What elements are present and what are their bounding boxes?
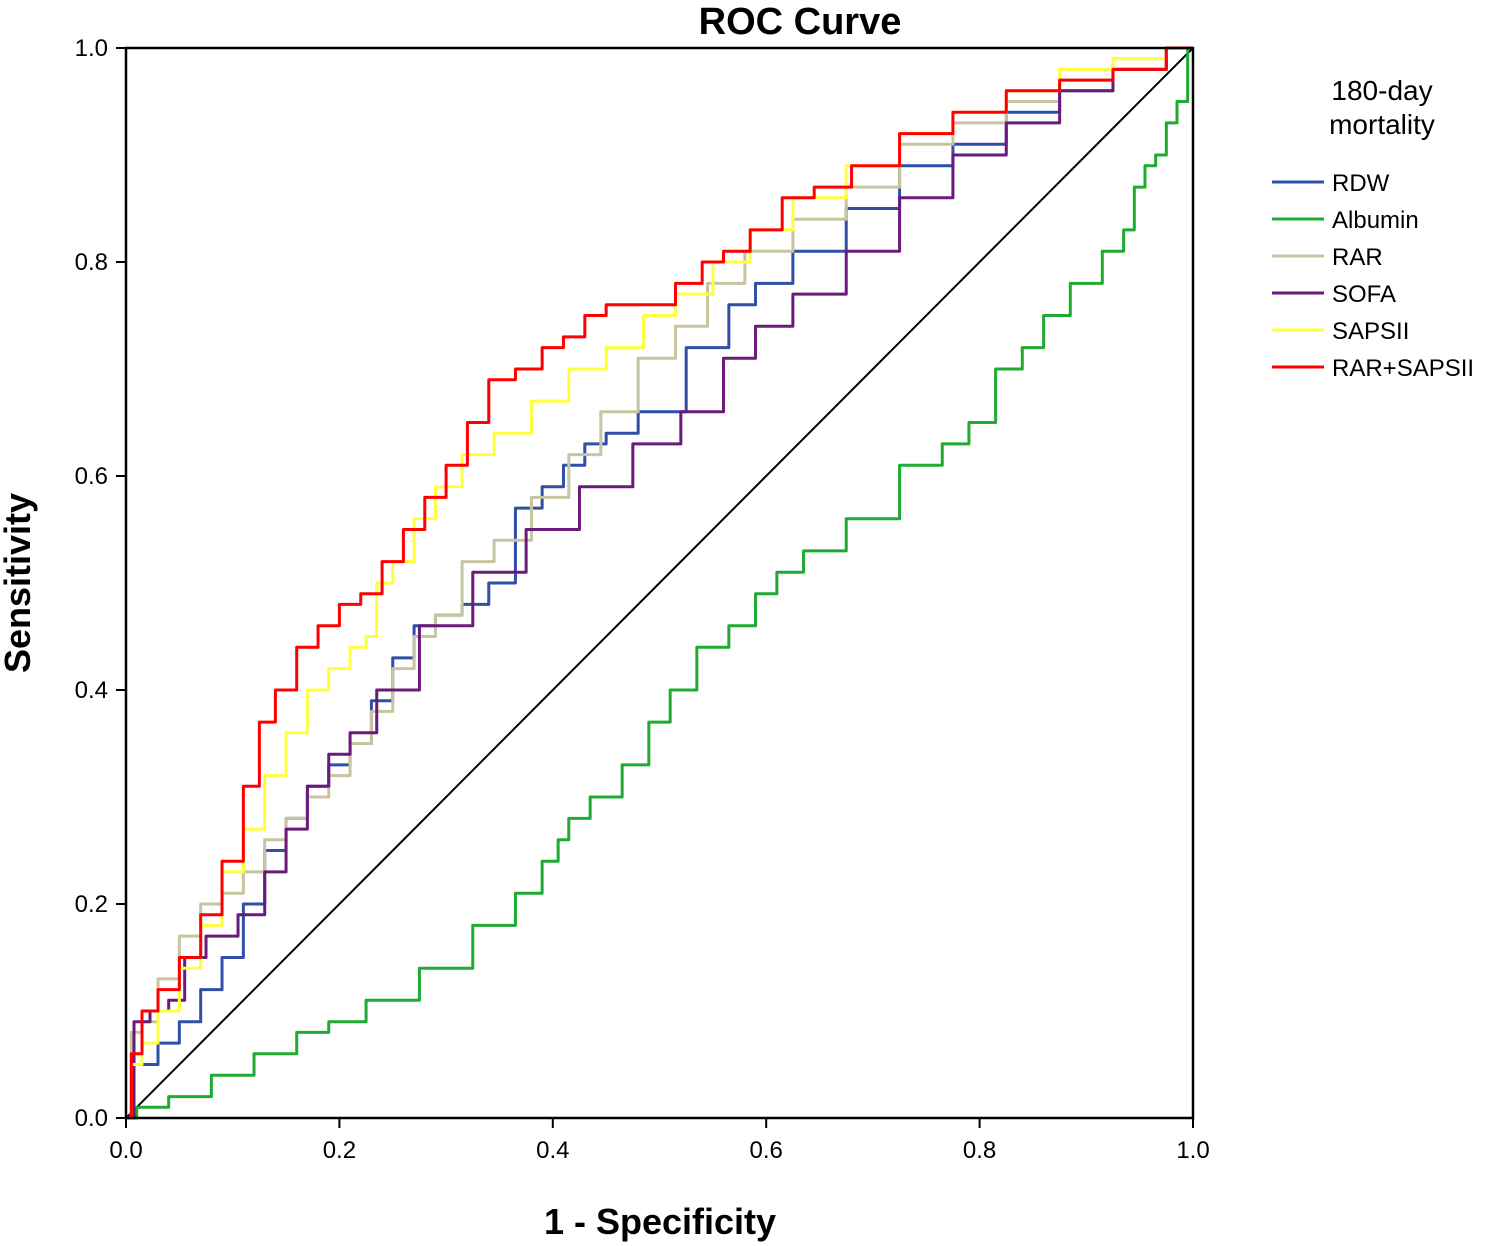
reference-diagonal-line: [125, 47, 1194, 1119]
plot-frame: [124, 46, 1195, 1120]
y-tick-label: 0.0: [75, 1105, 108, 1132]
legend-label-rar-sapsii: RAR+SAPSII: [1332, 355, 1474, 382]
legend-label-rar: RAR: [1332, 244, 1383, 271]
legend-label-albumin: Albumin: [1332, 207, 1419, 234]
tick-layer: 0.0 0.2 0.4 0.6 0.8 1.0 0.0 0.2 0.4 0.6 0.8 1.0: [75, 35, 1210, 1164]
series-line-sofa: [126, 46, 1193, 1120]
series-layer: [125, 46, 1194, 1120]
series-line-rdw: [126, 46, 1193, 1120]
y-tick-label: 0.2: [75, 891, 108, 918]
series-line-rar-sapsii: [126, 46, 1193, 1120]
legend-label-sapsii: SAPSII: [1332, 318, 1409, 345]
legend-items: RDW Albumin RAR SOFA SAPSII RAR+SAPSII: [1272, 170, 1474, 382]
legend: 180-day mortality RDW Albumin RAR SOFA SAPSI…: [1272, 75, 1474, 382]
x-tick-label: 0.0: [109, 1137, 142, 1164]
x-tick-label: 0.8: [963, 1137, 996, 1164]
x-axis-label: 1 - Specificity: [544, 1201, 776, 1242]
legend-title-line-2: mortality: [1329, 109, 1435, 140]
chart-title: ROC Curve: [699, 1, 902, 43]
legend-label-rdw: RDW: [1332, 170, 1390, 197]
y-axis-label: Sensitivity: [0, 493, 38, 673]
y-tick-label: 0.4: [75, 677, 108, 704]
legend-title-line-1: 180-day: [1331, 75, 1432, 106]
legend-label-sofa: SOFA: [1332, 281, 1396, 308]
y-tick-label: 1.0: [75, 35, 108, 62]
x-tick-label: 0.2: [323, 1137, 356, 1164]
y-tick-label: 0.6: [75, 463, 108, 490]
x-tick-label: 1.0: [1176, 1137, 1209, 1164]
series-line-albumin: [126, 46, 1193, 1120]
x-tick-label: 0.6: [750, 1137, 783, 1164]
x-tick-label: 0.4: [536, 1137, 569, 1164]
y-tick-label: 0.8: [75, 249, 108, 276]
